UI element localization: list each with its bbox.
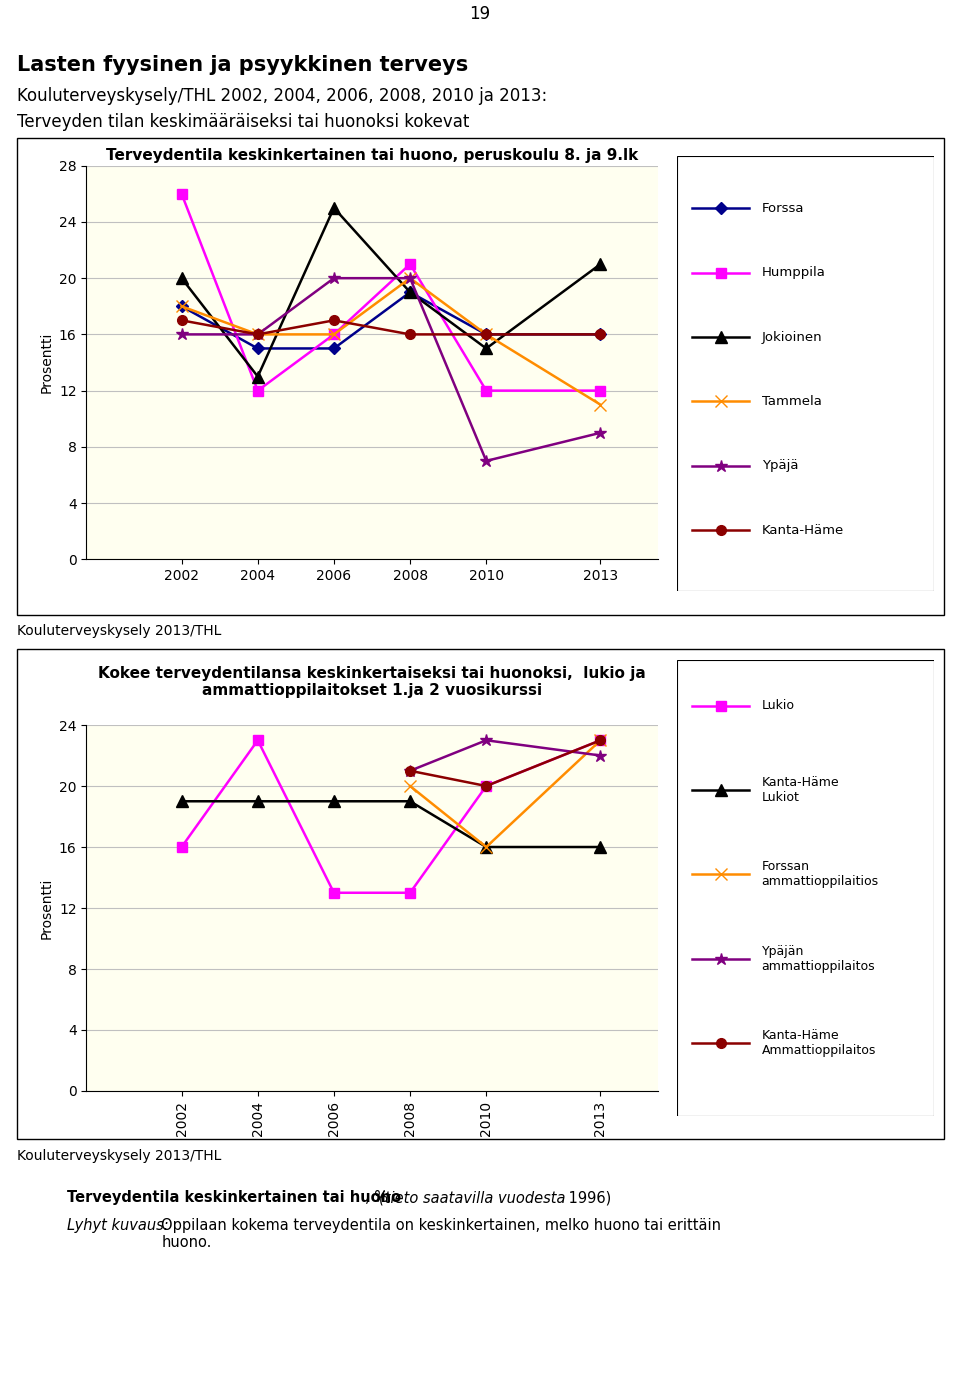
Line: Forssan
ammattioppilaitios: Forssan ammattioppilaitios — [404, 735, 606, 852]
Text: (tieto saatavilla vuodesta: (tieto saatavilla vuodesta — [379, 1190, 565, 1206]
Text: Lukio: Lukio — [761, 699, 795, 713]
Text: Kanta-Häme
Ammattioppilaitos: Kanta-Häme Ammattioppilaitos — [761, 1029, 876, 1056]
Lukio — [594, 732, 606, 749]
Tammela — [176, 298, 187, 315]
Text: Kouluterveyskysely 2013/THL: Kouluterveyskysely 2013/THL — [17, 1149, 222, 1163]
Kanta-Häme
Lukiot — [176, 793, 187, 809]
Line: Jokioinen: Jokioinen — [176, 203, 606, 383]
Kanta-Häme — [176, 312, 187, 329]
Line: Kanta-Häme: Kanta-Häme — [177, 315, 606, 340]
Ypäjä — [328, 269, 340, 286]
Line: Humppila: Humppila — [177, 189, 606, 395]
Text: Humppila: Humppila — [761, 267, 826, 279]
Text: Ypäjän
ammattioppilaitos: Ypäjän ammattioppilaitos — [761, 945, 876, 972]
Text: Forssan
ammattioppilaitios: Forssan ammattioppilaitios — [761, 860, 878, 888]
Kanta-Häme — [328, 312, 340, 329]
Text: Terveydentila keskinkertainen tai huono, peruskoulu 8. ja 9.lk: Terveydentila keskinkertainen tai huono,… — [106, 148, 638, 163]
Kanta-Häme — [404, 326, 416, 342]
Humppila — [404, 255, 416, 272]
Line: Kanta-Häme
Ammattioppilaitos: Kanta-Häme Ammattioppilaitos — [405, 736, 606, 791]
Forssa — [176, 298, 187, 315]
Text: Lyhyt kuvaus:: Lyhyt kuvaus: — [67, 1218, 169, 1233]
Line: Ypäjän
ammattioppilaitos: Ypäjän ammattioppilaitos — [404, 735, 607, 778]
Kanta-Häme — [594, 326, 606, 342]
Lukio — [481, 778, 492, 794]
Text: Ypäjä: Ypäjä — [761, 460, 798, 472]
Ypäjä — [176, 326, 187, 342]
Kanta-Häme
Lukiot — [328, 793, 340, 809]
Kanta-Häme
Lukiot — [594, 838, 606, 855]
Kanta-Häme
Lukiot — [481, 838, 492, 855]
Jokioinen — [328, 200, 340, 217]
Line: Forssa: Forssa — [178, 289, 605, 352]
Jokioinen — [481, 340, 492, 356]
Forssa — [594, 326, 606, 342]
Forssan
ammattioppilaitios — [594, 732, 606, 749]
Ypäjän
ammattioppilaitos — [481, 732, 492, 749]
Text: , %: , % — [365, 1190, 393, 1206]
Tammela — [252, 326, 263, 342]
Text: Kouluterveyskysely 2013/THL: Kouluterveyskysely 2013/THL — [17, 624, 222, 638]
Humppila — [594, 383, 606, 399]
Line: Lukio: Lukio — [177, 736, 606, 898]
Text: Kanta-Häme
Lukiot: Kanta-Häme Lukiot — [761, 776, 839, 804]
Kanta-Häme
Lukiot — [404, 793, 416, 809]
Ypäjä — [594, 424, 606, 441]
Ypäjän
ammattioppilaitos — [404, 762, 416, 779]
Tammela — [328, 326, 340, 342]
Ypäjä — [252, 326, 263, 342]
Humppila — [176, 185, 187, 202]
Y-axis label: Prosentti: Prosentti — [39, 877, 54, 939]
Text: Lasten fyysinen ja psyykkinen terveys: Lasten fyysinen ja psyykkinen terveys — [17, 55, 468, 75]
Forssan
ammattioppilaitios — [481, 838, 492, 855]
Text: Forssa: Forssa — [761, 202, 804, 215]
Kanta-Häme
Ammattioppilaitos — [594, 732, 606, 749]
Kanta-Häme — [481, 326, 492, 342]
Text: Oppilaan kokema terveydentila on keskinkertainen, melko huono tai erittäin
huono: Oppilaan kokema terveydentila on keskink… — [161, 1218, 721, 1250]
Jokioinen — [176, 269, 187, 286]
Text: Terveyden tilan keskimääräiseksi tai huonoksi kokevat: Terveyden tilan keskimääräiseksi tai huo… — [17, 113, 469, 131]
Humppila — [481, 383, 492, 399]
Text: Terveydentila keskinkertainen tai huono: Terveydentila keskinkertainen tai huono — [67, 1190, 401, 1206]
Kanta-Häme
Ammattioppilaitos — [404, 762, 416, 779]
Text: Kokee terveydentilansa keskinkertaiseksi tai huonoksi,  lukio ja
ammattioppilait: Kokee terveydentilansa keskinkertaiseksi… — [98, 666, 646, 697]
Kanta-Häme — [252, 326, 263, 342]
Humppila — [252, 383, 263, 399]
Text: 19: 19 — [469, 6, 491, 23]
Text: Tammela: Tammela — [761, 395, 822, 407]
Y-axis label: Prosentti: Prosentti — [39, 331, 54, 394]
Forssa — [252, 340, 263, 356]
Tammela — [481, 326, 492, 342]
Tammela — [404, 269, 416, 286]
Text: Jokioinen: Jokioinen — [761, 330, 823, 344]
Ypäjän
ammattioppilaitos — [594, 747, 606, 764]
Forssa — [404, 284, 416, 301]
Humppila — [328, 326, 340, 342]
Jokioinen — [594, 255, 606, 272]
Forssan
ammattioppilaitios — [404, 778, 416, 794]
Lukio — [328, 884, 340, 900]
Ypäjä — [481, 453, 492, 470]
Forssa — [481, 326, 492, 342]
Lukio — [404, 884, 416, 900]
Ypäjä — [404, 269, 416, 286]
Jokioinen — [404, 284, 416, 301]
Forssa — [328, 340, 340, 356]
Tammela — [594, 396, 606, 413]
Text: 1996): 1996) — [564, 1190, 612, 1206]
Line: Tammela: Tammela — [176, 272, 606, 410]
Kanta-Häme
Ammattioppilaitos — [481, 778, 492, 794]
Lukio — [176, 838, 187, 855]
Lukio — [252, 732, 263, 749]
Line: Kanta-Häme
Lukiot: Kanta-Häme Lukiot — [176, 795, 606, 852]
Text: Kanta-Häme: Kanta-Häme — [761, 523, 844, 537]
Line: Ypäjä: Ypäjä — [176, 272, 607, 467]
Text: Kouluterveyskysely/THL 2002, 2004, 2006, 2008, 2010 ja 2013:: Kouluterveyskysely/THL 2002, 2004, 2006,… — [17, 87, 547, 105]
Kanta-Häme
Lukiot — [252, 793, 263, 809]
Jokioinen — [252, 369, 263, 385]
